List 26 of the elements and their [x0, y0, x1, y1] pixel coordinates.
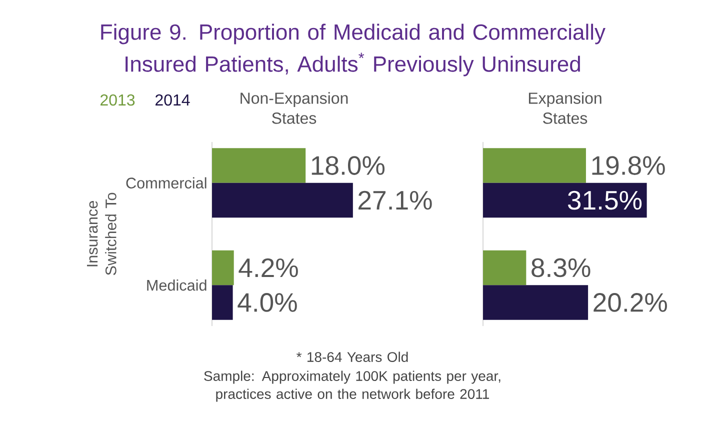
data-label: 4.2%: [238, 258, 298, 278]
bar: [212, 182, 353, 218]
data-label: 8.3%: [532, 258, 590, 278]
bar: [483, 250, 526, 286]
data-label: 31.5%: [568, 190, 642, 210]
bar: [212, 285, 233, 320]
text: Sample: Approximately 100K patients per year, practices active on the network before 2011: [204, 370, 500, 402]
bar: [212, 250, 234, 286]
y-tick-label: Commercial: [126, 177, 206, 189]
y-axis-title: Insurance Switched To: [86, 192, 116, 276]
text: 2014: [156, 94, 190, 106]
y-tick-label: Medicaid: [147, 279, 206, 291]
chart-subtitle: Non-Expansion States: [240, 92, 348, 124]
text: 2013: [100, 94, 135, 106]
text: * 18-64 Years Old: [296, 352, 408, 362]
data-label: 20.2%: [594, 293, 667, 312]
chart-title: Figure 9. Proportion of Medicaid and Commercially Insured Patients, Adults$^{*}$ Previously Uninsured: [101, 24, 606, 76]
data-label: 19.8%: [592, 156, 665, 175]
bar: [212, 148, 306, 183]
chart-subtitle: Expansion States: [528, 92, 602, 124]
bar: [483, 182, 647, 218]
bar: [483, 148, 586, 183]
data-label: 18.0%: [312, 156, 385, 175]
data-label: 4.0%: [238, 293, 297, 312]
bar: [483, 285, 588, 320]
data-label: 27.1%: [358, 190, 432, 210]
